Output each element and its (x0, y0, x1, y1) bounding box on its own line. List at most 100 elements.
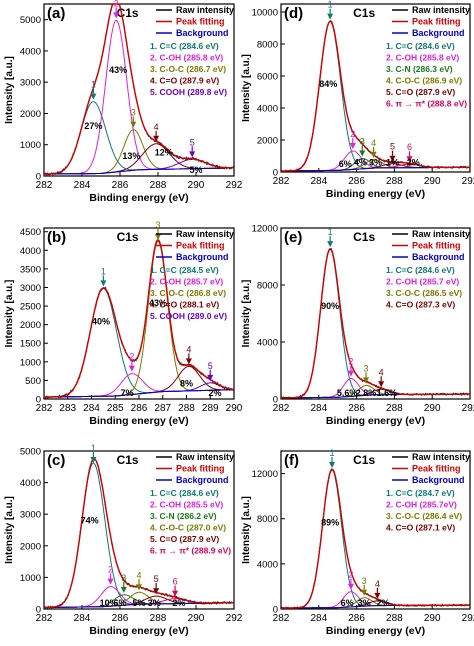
peak-number: 3 (362, 576, 367, 586)
x-tick-label: 284 (310, 403, 327, 414)
component-legend-separator: . (391, 53, 396, 63)
y-tick-label: 4000 (20, 246, 41, 257)
peak-marker (172, 590, 179, 597)
percent-label: 8% (180, 379, 193, 389)
y-axis-label: Intensity [a.u.] (241, 280, 252, 348)
percent-label: 43% (149, 298, 167, 308)
legend-entry: Background (176, 475, 229, 485)
peak-fitting-line (281, 468, 471, 609)
component-legend-separator: . (391, 265, 396, 275)
component-legend-number: 4 (386, 300, 391, 310)
peak-number: 2 (350, 129, 355, 139)
peak-fitting-line (281, 248, 470, 399)
peak-marker (136, 584, 142, 591)
component-legend-name: C-OH (285.7eV) (395, 500, 457, 510)
peak-number: 2 (348, 357, 353, 367)
y-tick-label: 1000 (20, 140, 41, 151)
component-legend-entry: 3. C-O-C (286.7 eV) (150, 64, 226, 74)
y-tick-label: 1000 (20, 573, 41, 584)
x-axis-label: Binding energy (eV) (89, 625, 188, 637)
component-legend-name: C-O-C (286.9 eV) (395, 76, 462, 86)
component-legend-number: 3 (150, 64, 155, 74)
x-tick-label: 284 (310, 176, 327, 187)
component-legend-separator: . (391, 523, 396, 533)
peak-marker (90, 93, 97, 100)
percent-label: 3% (358, 598, 371, 608)
y-tick-label: 4000 (20, 46, 41, 57)
percent-label: 84% (319, 79, 337, 89)
component-legend-separator: . (391, 511, 396, 521)
component-legend-number: 3 (386, 511, 391, 521)
component-legend-separator: . (155, 488, 160, 498)
y-tick-label: 4000 (257, 559, 278, 570)
peak-marker (374, 592, 381, 599)
component-legend-number: 1 (386, 265, 391, 275)
legend-entry: Background (412, 475, 465, 485)
percent-label: 1.6% (377, 388, 398, 398)
percent-label: 2% (172, 598, 185, 608)
component-legend-separator: . (155, 523, 160, 533)
component-legend-number: 4 (386, 523, 391, 533)
component-legend-entry: 4. C-O-C (286.9 eV) (386, 76, 462, 86)
percent-label: 4% (354, 158, 367, 168)
peak-number: 2 (108, 565, 113, 575)
peak-number: 3 (131, 108, 136, 118)
panel-label: (f) (284, 452, 299, 469)
y-tick-label: 0 (273, 395, 278, 406)
component-legend-number: 6 (150, 546, 155, 556)
x-tick-label: 286 (348, 403, 365, 414)
component-legend-separator: . (155, 534, 160, 544)
component-legend-entry: 1. C=C (284.6 eV) (386, 41, 455, 51)
legend-entry: Raw intensity (412, 5, 470, 15)
peak-marker (107, 578, 114, 585)
component-legend-entry: 1. C=C (284.6 eV) (150, 488, 219, 498)
component-legend-entry: 1. C=C (284.5 eV) (150, 265, 219, 275)
x-tick-label: 288 (386, 403, 403, 414)
y-tick-label: 3500 (20, 264, 41, 275)
peak-number: 3 (360, 136, 365, 146)
x-axis-label: Binding energy (eV) (89, 192, 188, 204)
legend-entry: Peak fitting (412, 464, 461, 474)
peak-number: 5 (190, 137, 195, 147)
component-legend-separator: . (391, 87, 396, 97)
peak-number: 3 (364, 363, 369, 373)
percent-label: 2.8% (356, 388, 377, 398)
y-axis-label: Intensity [a.u.] (4, 56, 15, 124)
x-tick-label: 287 (154, 403, 171, 414)
component-legend-number: 2 (386, 53, 391, 63)
peak-number: 1 (91, 80, 96, 90)
plot-frame (43, 450, 235, 610)
component-legend-number: 2 (386, 277, 391, 287)
component-legend-name: C=C (284.5 eV) (159, 265, 218, 275)
peak-number: 4 (379, 367, 384, 377)
x-tick-label: 292 (462, 613, 474, 624)
x-tick-label: 284 (310, 613, 327, 624)
peak-marker (370, 151, 377, 158)
component-legend-name: C=C (284.6 eV) (395, 41, 454, 51)
peak-number: 4 (375, 579, 380, 589)
peak-marker (406, 156, 413, 163)
percent-label: 2% (208, 388, 221, 398)
percent-label: 13% (122, 151, 140, 161)
component-legend-separator: . (155, 500, 160, 510)
panel-label: (d) (284, 5, 303, 22)
component-legend-number: 5 (150, 311, 155, 321)
legend-entry: Peak fitting (176, 17, 225, 27)
y-tick-label: 0 (273, 168, 278, 179)
component-legend-number: 3 (150, 511, 155, 521)
y-tick-label: 4000 (257, 338, 278, 349)
peak-marker (120, 586, 127, 593)
peak-marker (378, 381, 385, 388)
component-legend-separator: . (391, 300, 396, 310)
percent-label: 6% (341, 598, 354, 608)
component-legend-entry: 1. C=C (284.6 eV) (386, 265, 455, 275)
peak-number: 1 (91, 443, 96, 453)
component-legend-entry: 4. C-O-C (287.0 eV) (150, 523, 226, 533)
component-legend-entry: 1. C=C (284.6 eV) (150, 41, 219, 51)
peak-marker (359, 150, 366, 157)
chart-panel: 282 284 286 288 290 292 0 1000 2000 3000 4000 5000 B… (4, 443, 243, 637)
x-tick-label: 288 (150, 180, 167, 191)
component-legend-name: C-OH (285.8 eV) (395, 53, 459, 63)
component-legend-number: 5 (150, 87, 155, 97)
component-legend-separator: . (155, 41, 160, 51)
